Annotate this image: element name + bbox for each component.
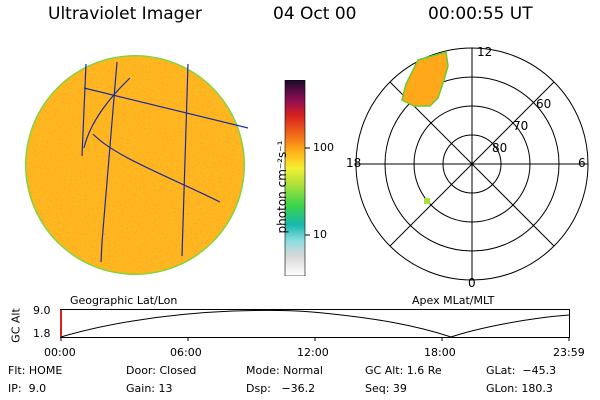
status-dsp: Dsp: −36.2 [246,382,316,395]
geo-grid [81,61,249,263]
mlt-12-label: 12 [477,45,493,59]
altitude-curve [60,309,570,338]
mlt-18-label: 18 [346,156,362,170]
meridian-line [100,61,118,263]
instrument-title: Ultraviolet Imager [48,4,202,24]
gc-alt-axis-label: GC Alt [9,308,23,343]
footpoint-marker [424,198,430,204]
colorbar-tick-100: 100 [313,141,334,154]
status-gc-alt: GC Alt: 1.6 Re [365,364,442,377]
mlt-0-label: 0 [468,276,476,290]
polar-plot [355,47,589,281]
terminator-line [83,77,131,149]
parallel-line [83,87,249,129]
xtick-2359: 23:59 [553,346,585,359]
ytick-9: 9.0 [33,304,51,317]
lat-60-label: 60 [536,97,552,111]
colorbar-unit-label: photon cm⁻²s⁻¹ [275,140,289,234]
geo-latlon-title: Geographic Lat/Lon [70,294,178,307]
status-mode: Mode: Normal [246,364,323,377]
parallel-line [92,133,221,203]
auroral-image-patch [401,51,449,107]
meridian-line [181,63,189,257]
lat-70-label: 70 [513,119,529,133]
ytick-1-8: 1.8 [33,327,51,340]
xtick-1200: 12:00 [297,346,329,359]
xtick-1800: 18:00 [424,346,456,359]
orbit-altitude-plot [60,309,570,341]
lat-80-label: 80 [492,141,508,155]
status-door: Door: Closed [126,364,197,377]
date-label: 04 Oct 00 [273,4,357,24]
apex-mlat-title: Apex MLat/MLT [412,294,495,307]
orbit-plot-frame [60,309,570,338]
xtick-0600: 06:00 [170,346,202,359]
status-glon: GLon: 180.3 [486,382,553,395]
status-ip: IP: 9.0 [8,382,47,395]
status-flt: Flt: HOME [8,364,63,377]
status-seq: Seq: 39 [365,382,407,395]
meridian-line [81,63,87,157]
xtick-0000: 00:00 [44,346,76,359]
status-glat: GLat: −45.3 [486,364,557,377]
colorbar-tick-10: 10 [313,228,327,241]
mlt-6-label: 6 [578,156,586,170]
colorbar [284,80,310,276]
earth-disk-image [25,55,249,275]
time-label: 00:00:55 UT [428,4,533,24]
status-gain: Gain: 13 [126,382,173,395]
